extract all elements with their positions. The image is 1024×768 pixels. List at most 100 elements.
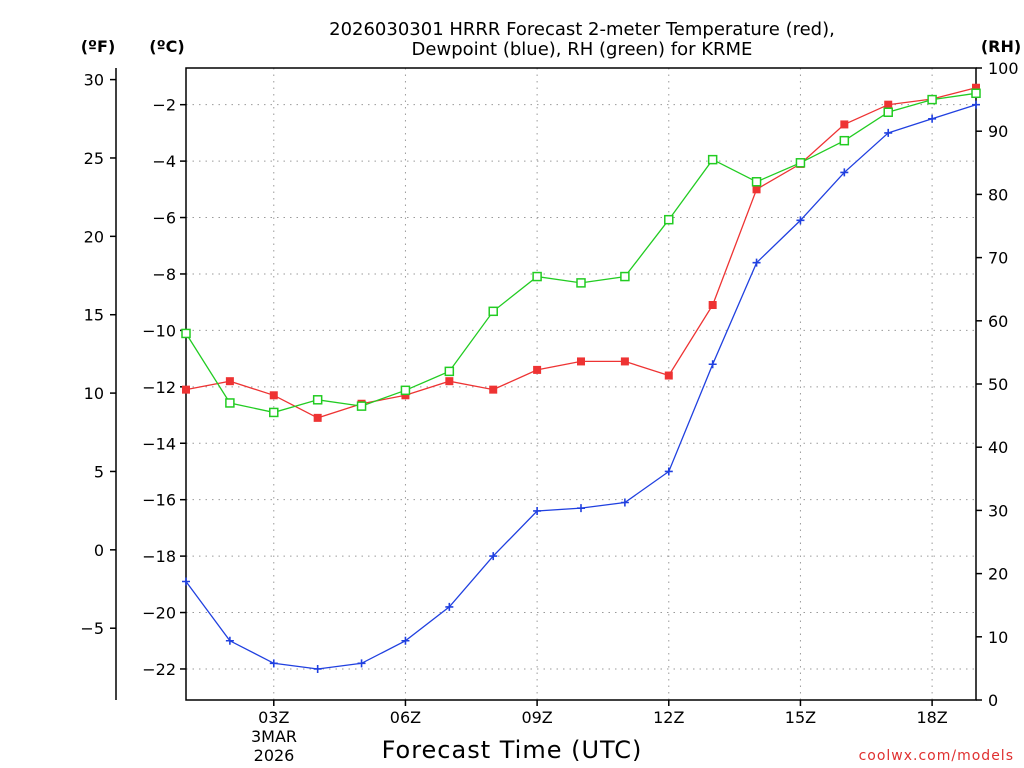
data-series [181,83,981,673]
dewpoint-point [269,659,278,668]
rh-tick-label: 80 [988,185,1008,204]
rh-point [269,407,279,418]
x-tick-label: 03Z [258,708,289,727]
rh-point [576,278,586,288]
temperature-point [269,391,278,400]
credit-label: coolwx.com/models [859,748,1014,764]
dewpoint-point [225,636,234,645]
date-label-year: 2026 [254,746,295,765]
dewpoint-point [445,602,454,611]
rh-point [664,214,674,225]
x-tick-label: 18Z [916,708,947,727]
celsius-tick-label: −22 [142,660,176,679]
rh-point [927,94,937,105]
dewpoint-point [752,258,761,267]
plot-frame [185,67,977,701]
rh-point [883,107,893,117]
axes [115,67,977,701]
temperature-point [182,385,190,394]
rh-point [488,306,498,317]
rh-tick-label: 70 [988,249,1008,268]
dewpoint-point [313,664,322,673]
dewpoint-point [796,216,805,225]
celsius-tick-label: −8 [152,265,176,284]
fahrenheit-tick-label: 25 [84,149,104,168]
dewpoint-point [840,168,849,177]
rh-tick-label: 50 [988,375,1008,394]
x-tick-label: 06Z [390,708,421,727]
fahrenheit-tick-label: 5 [94,462,104,481]
rh-point [400,385,411,396]
x-tick-label: 09Z [521,708,552,727]
rh-point [795,158,806,168]
temperature-point [401,391,410,400]
temperature-point [313,413,322,422]
fahrenheit-unit-label: (ºF) [81,37,116,56]
dewpoint-point [182,577,190,586]
dewpoint-point [708,360,717,369]
rh-tick-label: 60 [988,312,1008,331]
dewpoint-point [972,100,980,109]
celsius-unit-label: (ºC) [149,37,184,56]
celsius-tick-label: −6 [152,209,176,228]
rh-point [356,401,367,411]
rh-point [312,395,323,405]
temperature-point [664,371,673,380]
temperature-point [225,377,234,386]
rh-tick-label: 30 [988,501,1008,520]
rh-point [751,177,762,187]
fahrenheit-tick-label: −5 [80,619,104,638]
fahrenheit-tick-label: 15 [84,306,104,325]
rh-tick-label: 0 [988,691,998,710]
dewpoint-point [357,659,366,668]
celsius-tick-label: −4 [152,152,176,171]
fahrenheit-tick-label: 30 [84,71,104,90]
rh-point [707,154,718,165]
rh-point [620,271,630,282]
dewpoint-point [664,467,673,476]
rh-tick-label: 10 [988,628,1008,647]
temperature-point [708,301,717,309]
celsius-tick-label: −2 [152,96,176,115]
celsius-tick-label: −10 [142,321,176,340]
rh-tick-label: 20 [988,565,1008,584]
tick-labels: −2 −4 −6 −8 −10 −12 −14 −16 −18 −20 −22 03Z 06Z 09Z 12… [80,59,1018,727]
chart-title-line-2: Dewpoint (blue), RH (green) for KRME [412,39,753,60]
date-label-day: 3MAR [251,727,297,746]
temperature-point [533,365,542,374]
dewpoint-point [577,504,585,513]
temperature-point [577,357,585,366]
temperature-point [620,357,629,366]
fahrenheit-tick-label: 0 [94,541,104,560]
rh-unit-label: (RH) [981,37,1021,56]
chart-title-line-1: 2026030301 HRRR Forecast 2-meter Tempera… [329,19,835,40]
celsius-tick-label: −12 [142,378,176,397]
fahrenheit-tick-label: 20 [84,227,104,246]
dewpoint-point [928,114,937,123]
x-tick-label: 15Z [785,708,816,727]
rh-point [225,398,235,408]
gridlines [186,68,976,700]
temperature-point [752,185,761,194]
celsius-tick-label: −18 [142,547,176,566]
rh-tick-label: 40 [988,438,1008,457]
temperature-point [445,377,454,386]
dewpoint-point [884,128,893,137]
rh-tick-label: 90 [988,122,1008,141]
x-tick-label: 12Z [653,708,684,727]
dewpoint-point [620,498,629,507]
temperature-point [884,100,893,109]
dewpoint-point [401,636,410,645]
temperature-point [840,120,849,129]
celsius-tick-label: −14 [142,434,176,453]
rh-point [444,366,455,377]
x-axis-label: Forecast Time (UTC) [382,736,643,764]
rh-tick-label: 100 [988,59,1019,78]
rh-point [839,135,850,146]
celsius-tick-label: −20 [142,604,176,623]
fahrenheit-tick-label: 10 [84,384,104,403]
celsius-tick-label: −16 [142,491,176,510]
dewpoint-point [489,552,498,561]
dewpoint-point [533,506,542,515]
